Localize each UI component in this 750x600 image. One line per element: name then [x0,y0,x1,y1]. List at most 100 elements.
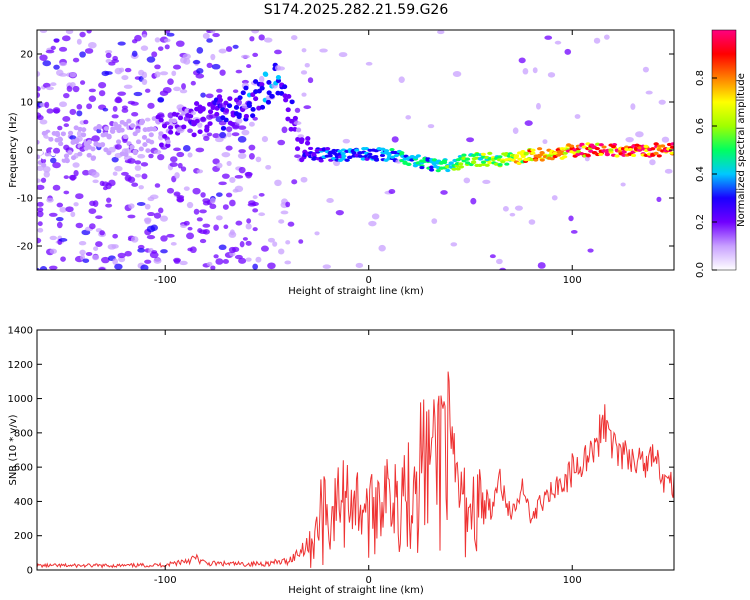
spectrogram-cell [164,30,171,34]
spectrogram-cell [108,179,116,187]
spectrogram-cell [99,230,105,236]
spectrogram-cell [67,130,74,136]
spectrogram-cell [88,41,97,49]
colorbar-tick-label: 0.8 [695,70,706,86]
spectrogram-cell [176,196,185,203]
spectrogram-cell [285,107,291,113]
spectrogram-cell [147,102,155,109]
spectrogram-cell [367,152,373,156]
spectrogram-cell [463,177,471,184]
spectrogram-cell [141,78,148,86]
spectrogram-cells [37,30,674,270]
x-tick-label: 100 [563,275,582,286]
spectrogram-cell [144,117,151,122]
spectrogram-cell [568,215,574,222]
spectrogram-cell [70,211,76,218]
spectrogram-cell [167,78,174,86]
spectrogram-cell [154,71,161,78]
spectrogram-cell [451,167,457,171]
spectrogram-cell [112,171,118,176]
spectrogram-cell [415,154,421,158]
spectrogram-cell [77,151,83,157]
spectrogram-cell [303,105,312,110]
spectrogram-cell [212,33,220,38]
spectrogram-cell [248,144,256,151]
spectrogram-cell [37,207,44,213]
spectrogram-cell [601,145,607,149]
spectrogram-cell [83,119,89,125]
spectrogram-cell [127,176,136,183]
spectrogram-cell [86,30,92,34]
spectrogram-cell [105,52,112,59]
spectrogram-cell [166,233,175,238]
spectrogram-cell [61,35,71,42]
spectrogram-cell [261,135,269,143]
spectrogram-cell [192,60,201,65]
spectrogram-cell [598,143,604,147]
spectrogram-cell [69,108,77,116]
spectrogram-cell [653,142,659,146]
spectrogram-cell [319,48,328,53]
spectrogram-cell [95,215,103,220]
spectrogram-cell [177,162,183,169]
spectrogram-cell [218,48,227,54]
spectrogram-cell [93,246,99,251]
spectrogram-cell [122,134,129,140]
spectrogram-cell [213,254,219,259]
spectrogram-cell [570,230,578,234]
spectrogram-cell [56,221,63,229]
spectrogram-cell [199,238,207,244]
spectrogram-cell [86,103,93,110]
spectrogram-cell [52,162,61,169]
spectrogram-cell [50,45,56,51]
spectrogram-cell [103,126,109,131]
spectrogram-cell [37,210,44,218]
spectrogram-cell [292,115,298,121]
spectrogram-cell [502,206,509,212]
spectrogram-cell [135,128,141,134]
spectrogram-cell [170,156,178,163]
spectrogram-cell [89,223,96,230]
spectrogram-cell [177,115,184,121]
spectrogram-cell [536,102,541,110]
spectrogram-cell [341,154,347,158]
spectrogram-cell [465,161,471,165]
spectrogram-cell [210,197,216,204]
spectrogram-cell [69,72,77,78]
spectrogram-cell [294,146,301,152]
spectrogram-cell [129,144,135,150]
spectrogram-cell [594,146,600,151]
colorbar-tick-label: 0.4 [695,166,706,182]
spectrogram-cell [471,160,477,165]
spectrogram-cell [322,264,332,269]
spectrogram-cell [669,151,674,155]
spectrogram-cell [49,235,58,241]
spectrogram-cell [183,57,191,65]
spectrogram-cell [64,158,70,164]
x-tick-label: -100 [154,575,177,586]
spectrogram-cell [192,187,201,195]
spectrogram-cell [88,95,97,103]
spectrogram-cell [57,136,63,142]
spectrogram-cell [104,71,113,75]
y-tick-label: 200 [14,531,33,542]
spectrogram-cell [530,151,536,155]
spectrogram-cell [389,148,395,152]
spectrogram-cell [245,240,252,246]
spectrogram-cell [76,110,83,117]
spectrogram-cell [41,154,47,160]
spectrogram-cell [191,121,197,127]
spectrogram-cell [79,31,86,38]
spectrogram-cell [48,212,58,217]
spectrogram-cell [151,51,158,58]
spectrogram-cell [109,128,116,134]
spectrogram-cell [555,153,562,157]
y-tick-label: 20 [20,50,33,61]
spectrogram-cell [127,214,136,219]
spectrogram-cell [338,52,348,58]
spectrogram-cell [391,136,399,143]
spectrogram-cell [173,86,181,92]
spectrogram-cell [106,197,112,203]
spectrogram-cell [80,132,87,138]
spectrogram-cell [223,100,229,106]
